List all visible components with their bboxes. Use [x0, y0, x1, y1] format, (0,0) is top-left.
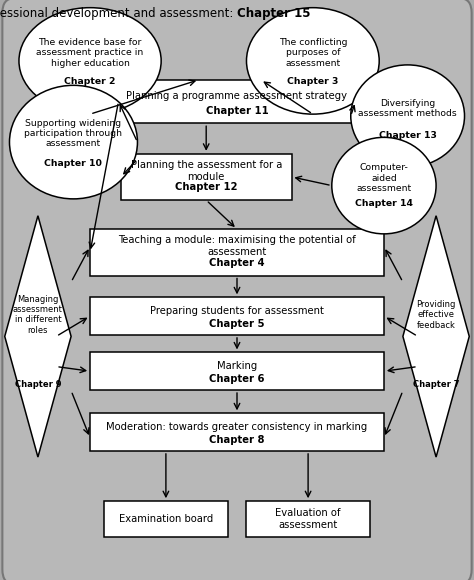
FancyBboxPatch shape [90, 413, 384, 451]
FancyBboxPatch shape [118, 80, 356, 124]
Text: The evidence base for
assessment practice in
higher education: The evidence base for assessment practic… [36, 38, 144, 68]
Polygon shape [5, 216, 71, 457]
Text: Providing
effective
feedback: Providing effective feedback [416, 300, 456, 329]
Text: Diversifying
assessment methods: Diversifying assessment methods [358, 99, 457, 118]
Ellipse shape [9, 85, 137, 199]
Ellipse shape [351, 65, 465, 167]
Text: Chapter 2: Chapter 2 [64, 77, 116, 86]
Text: Chapter 10: Chapter 10 [45, 159, 102, 168]
FancyBboxPatch shape [246, 501, 370, 537]
Text: Chapter 15: Chapter 15 [237, 7, 310, 20]
Text: The conflicting
purposes of
assessment: The conflicting purposes of assessment [279, 38, 347, 68]
Text: Chapter 11: Chapter 11 [206, 106, 268, 116]
Polygon shape [403, 216, 469, 457]
FancyBboxPatch shape [121, 154, 292, 200]
Text: Chapter 12: Chapter 12 [175, 182, 237, 192]
Ellipse shape [246, 8, 379, 114]
Text: Evaluation of
assessment: Evaluation of assessment [275, 508, 341, 530]
Text: Moderation: towards greater consistency in marking: Moderation: towards greater consistency … [106, 422, 368, 432]
FancyBboxPatch shape [90, 297, 384, 335]
Text: Computer-
aided
assessment: Computer- aided assessment [356, 164, 411, 193]
Ellipse shape [19, 8, 161, 114]
Text: Chapter 14: Chapter 14 [355, 200, 413, 208]
Text: Examination board: Examination board [119, 514, 213, 524]
Text: Preparing students for assessment: Preparing students for assessment [150, 306, 324, 316]
Text: Managing
assessment
in different
roles: Managing assessment in different roles [13, 295, 63, 335]
FancyBboxPatch shape [90, 229, 384, 276]
Ellipse shape [332, 137, 436, 234]
Text: Chapter 3: Chapter 3 [287, 77, 338, 86]
Text: Teaching a module: maximising the potential of
assessment: Teaching a module: maximising the potent… [118, 235, 356, 258]
Text: Chapter 6: Chapter 6 [209, 375, 265, 385]
FancyBboxPatch shape [90, 352, 384, 390]
Text: Planning a programme assessment strategy: Planning a programme assessment strategy [127, 91, 347, 101]
Text: Chapter 4: Chapter 4 [209, 258, 265, 267]
Text: Chapter 7: Chapter 7 [413, 380, 459, 389]
Text: Chapter 13: Chapter 13 [379, 131, 437, 140]
Text: Chapter 8: Chapter 8 [209, 436, 265, 445]
Text: Chapter 5: Chapter 5 [209, 320, 265, 329]
FancyBboxPatch shape [104, 501, 228, 537]
Text: Marking: Marking [217, 361, 257, 371]
Text: Supporting widening
participation through
assessment: Supporting widening participation throug… [25, 119, 122, 148]
Text: Planning the assessment for a
module: Planning the assessment for a module [130, 160, 282, 182]
Text: Chapter 9: Chapter 9 [15, 380, 61, 389]
Text: Professional development and assessment:: Professional development and assessment: [0, 7, 237, 20]
